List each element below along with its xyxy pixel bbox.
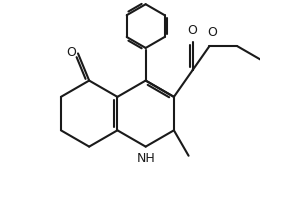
Text: O: O: [207, 26, 217, 39]
Text: NH: NH: [136, 152, 155, 165]
Text: O: O: [66, 46, 76, 59]
Text: O: O: [187, 24, 197, 37]
